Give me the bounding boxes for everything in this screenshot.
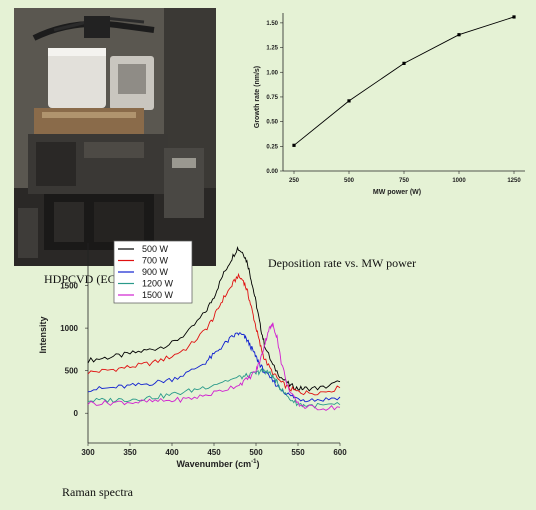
raman-y-tick-label: 500 (65, 367, 79, 376)
raman-series-line (87, 272, 341, 396)
growth-rate-chart: 250 500 750 1000 1250 0.00 0.25 0.50 0.75 1.00 1.2… (254, 13, 525, 196)
raman-x-tick-label: 450 (207, 448, 221, 457)
raman-series-line (87, 368, 341, 409)
raman-legend-label: 1500 W (142, 290, 174, 300)
raman-legend-label: 500 W (142, 244, 169, 254)
raman-chart-x-axis-label: Wavenumber (cm-1) (176, 459, 259, 469)
raman-x-tick-label: 550 (291, 448, 305, 457)
growth-y-tick-label: 0.50 (266, 120, 278, 126)
growth-series-line (293, 16, 515, 146)
reactor-photo (14, 8, 216, 266)
reactor-photo-drawing (14, 8, 216, 266)
raman-y-tick-label: 1500 (60, 282, 78, 291)
raman-x-axis-label-sup: -1 (251, 459, 257, 465)
raman-series-line (87, 322, 341, 411)
raman-x-tick-label: 400 (165, 448, 179, 457)
growth-y-tick-label: 1.25 (266, 46, 278, 52)
photo-caption: HDPCVD (EC (44, 272, 116, 286)
growth-chart-y-axis-label: Growth rate (nm/s) (254, 66, 261, 128)
raman-x-axis-label-suffix: ) (257, 459, 260, 469)
growth-data-point (347, 99, 351, 103)
raman-legend-label: 1200 W (142, 279, 174, 289)
growth-y-tick-label: 0.75 (266, 95, 278, 101)
growth-chart-axes: 250 500 750 1000 1250 0.00 0.25 0.50 0.75 1.00 1.2… (266, 13, 525, 184)
growth-y-tick-label: 0.00 (266, 169, 278, 175)
growth-chart-marks (292, 15, 516, 147)
raman-legend-label: 900 W (142, 267, 169, 277)
raman-spectra-chart: 300 350 400 450 500 550 600 0 500 1000 1500 500 W 7… (38, 240, 347, 469)
raman-x-axis-label-main: Wavenumber (cm (176, 459, 251, 469)
growth-x-tick-label: 750 (399, 178, 410, 184)
raman-chart-y-axis-label: Intensity (38, 316, 48, 353)
raman-y-tick-label: 1000 (60, 324, 78, 333)
raman-y-tick-label: 0 (74, 409, 79, 418)
growth-x-tick-label: 1000 (452, 178, 466, 184)
growth-x-tick-label: 250 (289, 178, 300, 184)
raman-chart-marks (87, 246, 341, 411)
raman-chart-caption: Raman spectra (62, 485, 133, 499)
raman-x-tick-label: 500 (249, 448, 263, 457)
growth-x-tick-label: 500 (344, 178, 355, 184)
growth-data-point (512, 15, 516, 19)
growth-data-point (402, 61, 406, 65)
growth-data-point (457, 33, 461, 37)
growth-y-tick-label: 0.25 (266, 144, 278, 150)
growth-chart-caption: Deposition rate vs. MW power (268, 256, 417, 270)
raman-x-tick-label: 600 (333, 448, 347, 457)
raman-chart-axes: 300 350 400 450 500 550 600 0 500 1000 1500 (60, 243, 347, 457)
growth-y-tick-label: 1.50 (266, 21, 278, 27)
growth-data-point (292, 143, 296, 147)
growth-chart-x-axis-label: MW power (W) (373, 189, 421, 196)
raman-legend-label: 700 W (142, 256, 169, 266)
growth-x-tick-label: 1250 (507, 178, 521, 184)
raman-x-tick-label: 350 (123, 448, 137, 457)
growth-y-tick-label: 1.00 (266, 70, 278, 76)
raman-series-line (87, 246, 341, 392)
raman-series-line (87, 332, 341, 403)
raman-x-tick-label: 300 (81, 448, 95, 457)
